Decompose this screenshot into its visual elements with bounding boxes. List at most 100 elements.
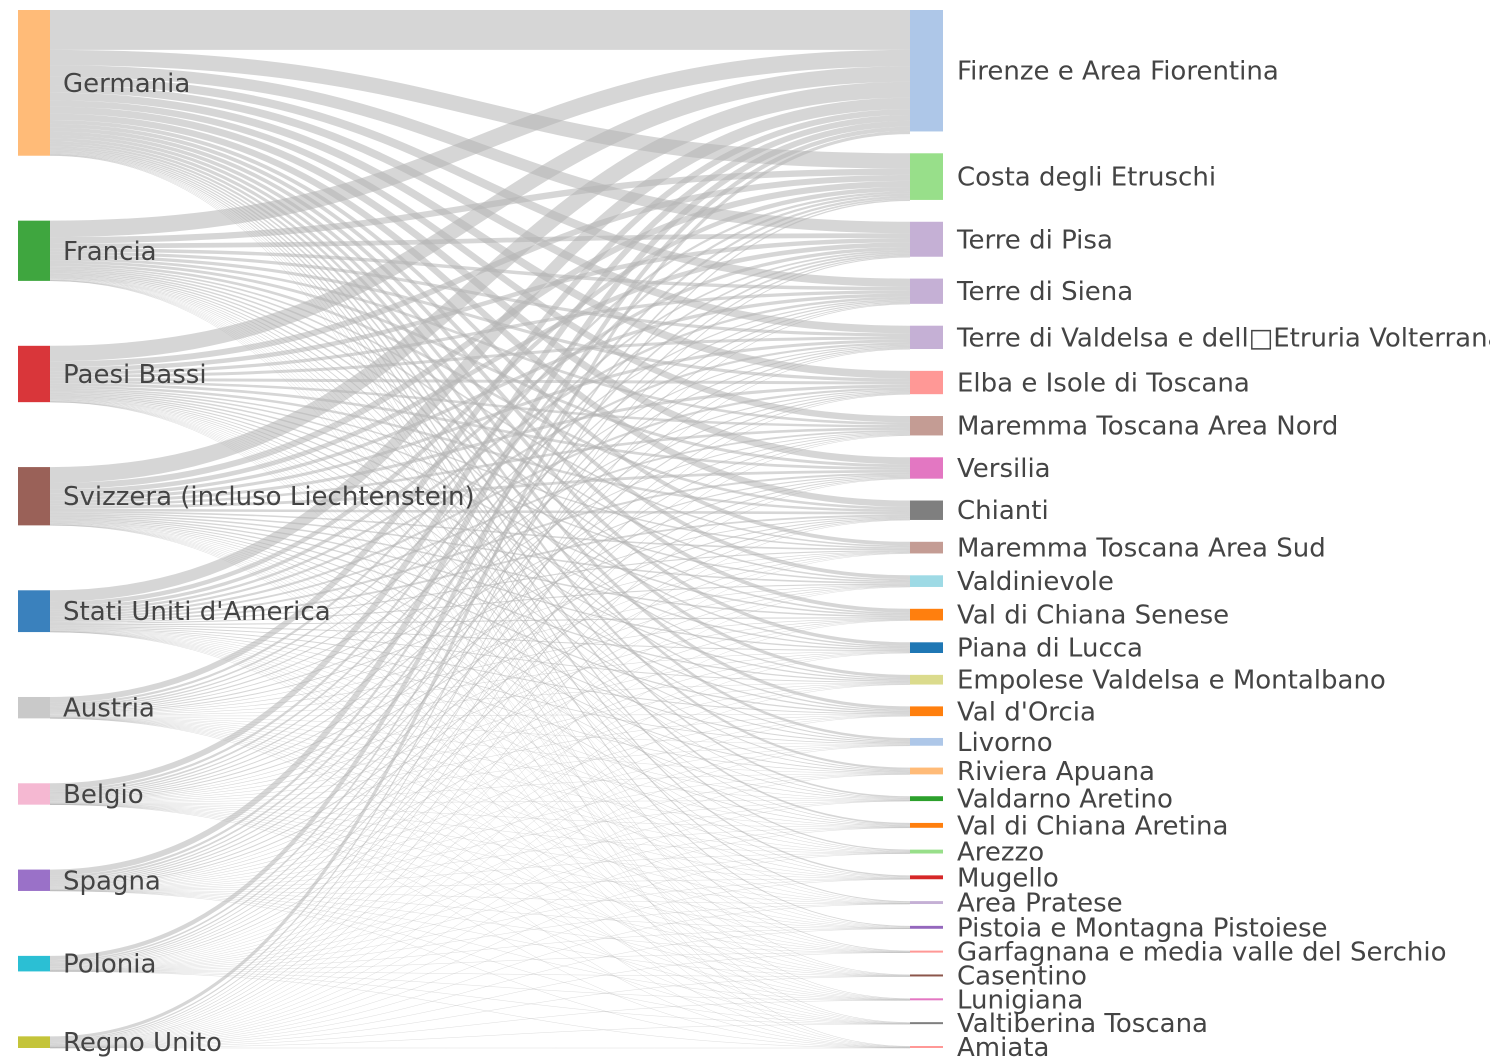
target-node[interactable] xyxy=(910,608,943,621)
target-node[interactable] xyxy=(910,849,943,854)
link-polonia-to-maremma-toscana-area-sud xyxy=(49,552,911,969)
target-node[interactable] xyxy=(910,901,943,905)
link-svizzera-(incluso-liechtenstein)-to-maremma-toscana-area-sud xyxy=(49,511,911,551)
link-austria-to-garfagnana-e-media-valle-del-serchio xyxy=(49,717,911,953)
target-node[interactable] xyxy=(910,370,943,395)
link-austria-to-val-di-chiana-senese xyxy=(49,618,911,715)
target-node[interactable] xyxy=(910,674,943,685)
target-node[interactable] xyxy=(910,1022,943,1025)
source-label: Regno Unito xyxy=(63,1028,222,1058)
link-paesi-bassi-to-livorno xyxy=(49,396,911,743)
target-node[interactable] xyxy=(910,500,943,520)
link-polonia-to-riviera-apuana xyxy=(49,774,911,971)
target-node[interactable] xyxy=(910,642,943,653)
target-node[interactable] xyxy=(910,950,943,953)
target-node[interactable] xyxy=(910,737,943,746)
link-regno-unito-to-valdarno-aretino xyxy=(49,800,911,1048)
source-node[interactable] xyxy=(18,696,50,719)
target-node[interactable] xyxy=(910,875,943,880)
target-node[interactable] xyxy=(910,1046,943,1048)
link-svizzera-(incluso-liechtenstein)-to-livorno xyxy=(49,519,911,744)
link-belgio-to-maremma-toscana-area-sud xyxy=(49,551,911,800)
source-node[interactable] xyxy=(18,10,50,156)
link-francia-to-casentino xyxy=(49,280,911,976)
link-polonia-to-garfagnana-e-media-valle-del-serchio xyxy=(49,952,911,972)
link-stati-uniti-d'america-to-valdarno-aretino xyxy=(49,629,911,801)
target-node[interactable] xyxy=(910,575,943,587)
source-node[interactable] xyxy=(18,345,50,403)
link-paesi-bassi-to-firenze-e-area-fiorentina xyxy=(49,66,911,362)
link-polonia-to-costa-degli-etruschi xyxy=(49,198,911,962)
link-stati-uniti-d'america-to-terre-di-pisa xyxy=(49,247,911,610)
link-germania-to-garfagnana-e-media-valle-del-serchio xyxy=(49,153,911,952)
source-node[interactable] xyxy=(18,590,50,633)
target-node[interactable] xyxy=(910,998,943,1001)
target-node[interactable] xyxy=(910,278,943,304)
source-node[interactable] xyxy=(18,1036,50,1048)
link-svizzera-(incluso-liechtenstein)-to-firenze-e-area-fiorentina xyxy=(49,81,911,484)
link-austria-to-val-di-chiana-aretina xyxy=(49,717,911,828)
target-label: Valdinievole xyxy=(957,567,1114,597)
link-svizzera-(incluso-liechtenstein)-to-elba-e-isole-di-toscana xyxy=(49,384,911,504)
target-node[interactable] xyxy=(910,974,943,977)
link-polonia-to-terre-di-siena xyxy=(49,302,911,964)
link-austria-to-amiata xyxy=(49,718,911,1048)
link-polonia-to-maremma-toscana-area-nord xyxy=(49,434,911,967)
target-node[interactable] xyxy=(910,822,943,828)
target-label: Pistoia e Montagna Pistoiese xyxy=(957,913,1328,943)
source-label: Belgio xyxy=(63,780,144,810)
target-node[interactable] xyxy=(910,706,943,717)
target-node[interactable] xyxy=(910,221,943,257)
link-polonia-to-pistoia-e-montagna-pistoiese xyxy=(49,928,911,972)
link-polonia-to-amiata xyxy=(49,971,911,1049)
link-stati-uniti-d'america-to-lunigiana xyxy=(49,631,911,1001)
target-node[interactable] xyxy=(910,153,943,200)
link-polonia-to-casentino xyxy=(49,971,911,977)
link-svizzera-(incluso-liechtenstein)-to-pistoia-e-montagna-pistoiese xyxy=(49,524,911,928)
target-node[interactable] xyxy=(910,541,943,554)
link-francia-to-elba-e-isole-di-toscana xyxy=(49,254,911,382)
target-node[interactable] xyxy=(910,325,943,350)
source-label: Svizzera (incluso Liechtenstein) xyxy=(63,482,475,512)
link-belgio-to-mugello xyxy=(49,803,911,880)
link-paesi-bassi-to-val-di-chiana-aretina xyxy=(49,399,911,826)
source-label: Stati Uniti d'America xyxy=(63,597,331,627)
target-node[interactable] xyxy=(910,457,943,479)
link-svizzera-(incluso-liechtenstein)-to-chianti xyxy=(49,508,911,515)
link-spagna-to-terre-di-siena xyxy=(49,301,911,881)
link-spagna-to-valdarno-aretino xyxy=(49,800,911,890)
link-spagna-to-terre-di-pisa xyxy=(49,253,911,880)
link-regno-unito-to-piana-di-lucca xyxy=(49,652,911,1047)
link-spagna-to-casentino xyxy=(49,890,911,977)
link-regno-unito-to-elba-e-isole-di-toscana xyxy=(49,394,911,1044)
link-francia-to-empolese-valdelsa-e-montalbano xyxy=(49,272,911,680)
link-stati-uniti-d'america-to-amiata xyxy=(49,631,911,1048)
link-svizzera-(incluso-liechtenstein)-to-terre-di-valdelsa-e-dell etruria-volterrana xyxy=(49,339,911,501)
link-regno-unito-to-costa-degli-etruschi xyxy=(49,199,911,1041)
target-node[interactable] xyxy=(910,416,943,436)
link-spagna-to-arezzo xyxy=(49,853,911,891)
source-node[interactable] xyxy=(18,955,50,972)
link-belgio-to-pistoia-e-montagna-pistoiese xyxy=(49,804,911,929)
link-stati-uniti-d'america-to-mugello xyxy=(49,630,911,879)
source-node[interactable] xyxy=(18,220,50,281)
link-belgio-to-valdinievole xyxy=(49,585,911,801)
source-node[interactable] xyxy=(18,869,50,891)
target-node[interactable] xyxy=(910,796,943,802)
link-belgio-to-garfagnana-e-media-valle-del-serchio xyxy=(49,804,911,953)
link-spagna-to-valdinievole xyxy=(49,585,911,887)
link-regno-unito-to-valtiberina-toscana xyxy=(49,1023,911,1049)
target-node[interactable] xyxy=(910,767,943,775)
target-node[interactable] xyxy=(910,10,943,132)
link-austria-to-piana-di-lucca xyxy=(49,651,911,716)
link-francia-to-versilia xyxy=(49,260,911,468)
link-regno-unito-to-lunigiana xyxy=(49,1000,911,1049)
link-belgio-to-arezzo xyxy=(49,803,911,854)
source-node[interactable] xyxy=(18,783,50,805)
link-regno-unito-to-garfagnana-e-media-valle-del-serchio xyxy=(49,952,911,1049)
target-label: Terre di Valdelsa e dell□Etruria Volterr… xyxy=(956,323,1490,353)
link-regno-unito-to-arezzo xyxy=(49,853,911,1048)
target-node[interactable] xyxy=(910,925,943,929)
source-node[interactable] xyxy=(18,467,50,526)
link-regno-unito-to-chianti xyxy=(49,519,911,1046)
